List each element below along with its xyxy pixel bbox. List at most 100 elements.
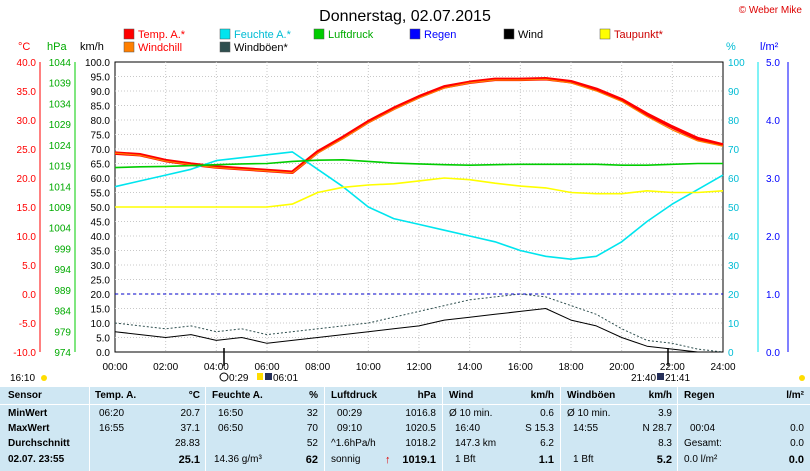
left-time-label: 16:10 [10,373,35,384]
temp-time: 06:20 [99,408,125,419]
pressure-current: 1019.1 [402,454,436,466]
x-tick-label: 02:00 [153,362,178,373]
hpa-tick-label: 989 [54,286,71,297]
temp-value: 37.1 [180,423,200,434]
celsius-tick-label: 5.0 [22,261,36,272]
legend-label: Wind [518,29,543,41]
x-tick-label: 16:00 [508,362,533,373]
humidity-time: 16:50 [218,408,244,419]
temp-time: 16:55 [99,423,125,434]
legend-swatch [123,28,135,40]
rain-total-label: Gesamt: [684,438,722,449]
hpa-tick-label: 1034 [49,99,72,110]
tick-labels: 00:00 02:00 04:00 06:00 08:00 10:00 12:00 14:00… [13,58,780,373]
absolute-humidity: 14.36 g/m³ [214,454,262,465]
celsius-tick-label: 10.0 [17,232,37,243]
header-temp-unit: °C [188,390,200,401]
hpa-tick-label: 1039 [49,79,72,90]
kmh-tick-label: 95.0 [91,73,111,84]
hpa-tick-label: 1004 [49,224,72,235]
series-line-luftdruck [114,159,723,169]
hpa-tick-label: 999 [54,244,71,255]
legend-label: Windchill [138,42,182,54]
gust-time: 14:55 [573,423,599,434]
kmh-tick-label: 60.0 [91,174,111,185]
hpa-tick-label: 1009 [49,203,72,214]
header-sensor: Sensor [8,390,42,401]
pressure-time: 00:29 [337,408,363,419]
temp-value: 28.83 [174,438,200,449]
legend-label: Luftdruck [328,29,374,41]
legend-swatch [409,28,421,40]
kmh-tick-label: 10.0 [91,319,111,330]
chart-title: Donnerstag, 02.07.2015 [319,8,491,25]
series-line-taupunkt [115,177,724,208]
header-wind: Wind [449,390,474,401]
rain-amount: 0.0 l/m² [684,454,718,465]
celsius-tick-label: 15.0 [17,203,37,214]
hpa-tick-label: 994 [54,265,71,276]
header-pressure-unit: hPa [417,390,436,401]
legend-swatch [599,28,611,40]
sunrise-box-icon [265,373,272,380]
rain-current: 0.0 [788,454,804,466]
wind-direction-value: S 15.3 [525,423,554,434]
header-rain-unit: l/m² [786,390,804,401]
col-divider [560,387,561,471]
celsius-tick-label: 0.0 [22,290,36,301]
celsius-tick-label: 30.0 [17,116,37,127]
row-label: MinWert [8,408,48,419]
pressure-value: 1016.8 [405,408,436,419]
row-label: Durchschnitt [8,438,70,449]
rain-tick-label: 0.0 [766,348,780,359]
unit-kmh: km/h [80,41,104,53]
series-line-wind [114,308,723,353]
kmh-tick-label: 65.0 [91,160,111,171]
hpa-tick-label: 1029 [49,120,72,131]
kmh-tick-label: 75.0 [91,131,111,142]
kmh-tick-label: 85.0 [91,102,111,113]
unit-percent: % [726,41,736,53]
gust-time: Ø 10 min. [567,408,611,419]
percent-tick-label: 100 [728,58,745,69]
header-gust-unit: km/h [648,390,672,401]
moon-icon [219,372,229,382]
col-divider [205,387,206,471]
gust-value: 3.9 [658,408,672,419]
x-tick-label: 08:00 [305,362,330,373]
header-humidity: Feuchte A. [212,390,263,401]
percent-tick-label: 40 [728,232,740,243]
kmh-tick-label: 5.0 [96,334,110,345]
wind-current: 1.1 [538,454,554,466]
col-divider [324,387,325,471]
legend-swatch [123,41,135,53]
row-label: 02.07. 23:55 [8,454,65,465]
weather-chart: Donnerstag, 02.07.2015 © Weber Mike Temp… [10,5,805,384]
col-divider [442,387,443,471]
gust-value: 8.3 [658,438,672,449]
percent-tick-label: 0 [728,348,734,359]
wind-distance: 147.3 km [455,438,497,449]
kmh-tick-label: 50.0 [91,203,111,214]
kmh-tick-label: 15.0 [91,305,111,316]
celsius-tick-label: 40.0 [17,58,37,69]
hpa-tick-label: 1014 [49,182,72,193]
kmh-tick-label: 25.0 [91,276,111,287]
percent-tick-label: 80 [728,116,740,127]
celsius-tick-label: 25.0 [17,145,37,156]
kmh-tick-label: 30.0 [91,261,111,272]
humidity-value: 52 [306,438,318,449]
humidity-time: 06:50 [218,423,244,434]
chart-legend: Temp. A.* Feuchte A.* Luftdruck Regen Wind Ta… [123,28,664,54]
rain-tick-label: 5.0 [766,58,780,69]
sunset-time-label: 21:41 [665,373,690,384]
kmh-tick-label: 20.0 [91,290,111,301]
unit-rain: l/m² [760,41,779,53]
legend-label: Windböen* [234,42,289,54]
rain-value: 0.0 [790,438,804,449]
sunrise-time-label: 06:01 [273,373,298,384]
percent-tick-label: 90 [728,87,740,98]
series-group [114,77,724,353]
sun-right-icon [799,375,805,381]
moon-time-label: 0:29 [229,373,249,384]
